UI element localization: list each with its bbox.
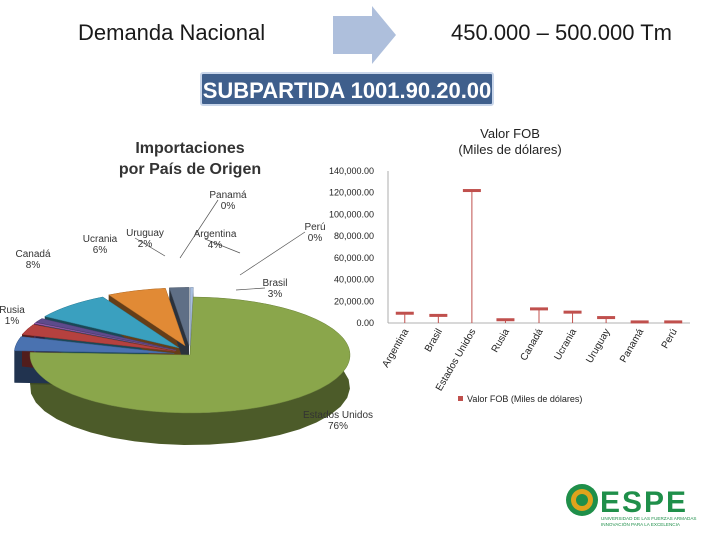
espe-line2: INNOVACIÓN PARA LA EXCELENCIA xyxy=(601,521,681,527)
pie-pct-2: 3% xyxy=(268,289,283,300)
subpartida-banner: SUBPARTIDA 1001.90.20.00 xyxy=(200,72,494,106)
pie-pct-6: 6% xyxy=(93,245,108,256)
line-chart-title: Valor FOB (Miles de dólares) xyxy=(458,126,562,157)
pie-label-6: Ucrania xyxy=(83,234,118,245)
legend-label: Valor FOB (Miles de dólares) xyxy=(467,394,582,404)
pie-label-7: Uruguay xyxy=(126,228,164,239)
pie-label-1: Argentina xyxy=(194,229,237,240)
pie-leader-3 xyxy=(239,231,306,276)
fob-point-7 xyxy=(630,320,649,324)
y-tick-label-3: 60,000.00 xyxy=(334,253,374,263)
pie-slice-0 xyxy=(29,296,351,414)
pie-slice-8 xyxy=(189,287,194,346)
fob-point-2 xyxy=(462,189,481,193)
demanda-label: Demanda Nacional xyxy=(78,20,266,45)
pie-slice-6 xyxy=(108,288,186,347)
espe-seal-icon xyxy=(566,484,598,516)
pie-slice-2 xyxy=(21,324,176,352)
pie-label-2: Brasil xyxy=(262,278,287,289)
y-tick-label-5: 100,000.00 xyxy=(329,209,374,219)
espe-line1: UNIVERSIDAD DE LAS FUERZAS ARMADAS xyxy=(601,516,696,521)
demand-range-label: 450.000 – 500.000 Tm xyxy=(451,20,672,45)
pie-pct-5: 8% xyxy=(26,260,41,271)
pie-label-8: Panamá xyxy=(209,190,247,201)
fob-point-5 xyxy=(563,310,582,314)
pie-label-5: Canadá xyxy=(15,249,50,260)
fob-point-0 xyxy=(395,311,414,315)
pie-pct-1: 4% xyxy=(208,240,223,251)
pie-slice-5 xyxy=(44,296,180,349)
pie-pct-0: 76% xyxy=(328,421,348,432)
fob-point-6 xyxy=(597,316,616,320)
pie-slice-7 xyxy=(168,287,190,346)
y-tick-label-4: 80,000.00 xyxy=(334,231,374,241)
pie-leader-2 xyxy=(235,287,266,291)
pie-label-3: Perú xyxy=(304,222,325,233)
legend-swatch xyxy=(458,396,463,401)
fob-point-4 xyxy=(530,307,548,311)
y-tick-label-7: 140,000.00 xyxy=(329,166,374,176)
pie-label-0: Estados Unidos xyxy=(303,410,373,421)
pie-slice-1 xyxy=(14,336,175,354)
pie-pct-8: 0% xyxy=(221,201,236,212)
y-tick-label-1: 20,000.00 xyxy=(334,296,374,306)
espe-wordmark: ESPE xyxy=(600,486,688,519)
y-tick-label-2: 40,000.00 xyxy=(334,275,374,285)
pie-chart-title: Importaciones por País de Origen xyxy=(118,140,262,178)
pie-label-4: Rusia xyxy=(0,305,25,316)
pie-slice-4 xyxy=(35,318,177,351)
pie-leader-1 xyxy=(204,238,241,254)
pie-leader-7 xyxy=(134,237,166,257)
pie-slice-3 xyxy=(33,322,176,351)
y-tick-label-0: 0.00 xyxy=(356,318,374,328)
pie-pct-3: 0% xyxy=(308,233,323,244)
y-tick-label-6: 120,000.00 xyxy=(329,188,374,198)
pie-leader-8 xyxy=(179,199,219,259)
fob-point-8 xyxy=(664,320,683,324)
fob-point-3 xyxy=(496,318,515,322)
fob-point-1 xyxy=(429,313,448,317)
pie-pct-7: 2% xyxy=(138,239,153,250)
pie-pct-4: 1% xyxy=(5,316,20,327)
